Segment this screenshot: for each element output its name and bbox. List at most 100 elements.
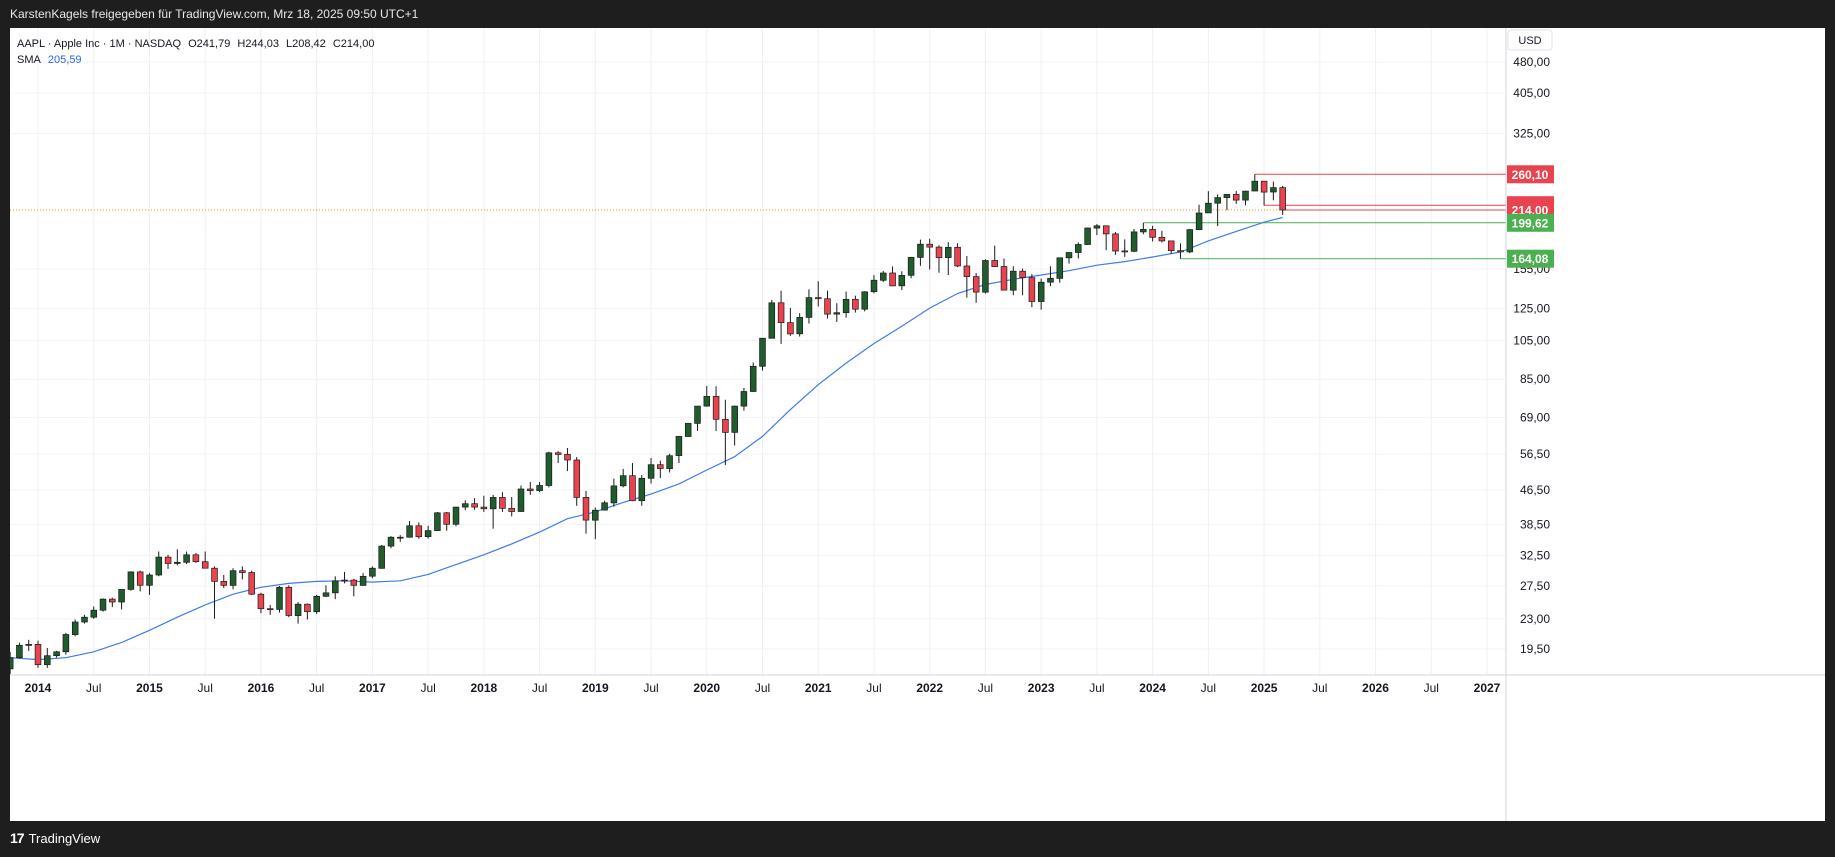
candle [146, 573, 153, 595]
candle [787, 307, 794, 336]
y-tick-label: 19,50 [1520, 642, 1550, 656]
candle [954, 243, 961, 268]
candle-body [136, 571, 144, 586]
tradingview-logo-icon: 17 [10, 830, 25, 846]
y-tick-label: 46,50 [1520, 483, 1550, 497]
candle-body [1251, 180, 1259, 192]
candle [1047, 266, 1054, 287]
candle [1075, 242, 1082, 259]
candle-body [861, 291, 868, 310]
x-tick-label: Jul [198, 681, 213, 695]
candle-body [499, 497, 506, 509]
candle-body [248, 572, 255, 595]
candle-body [787, 322, 794, 335]
y-tick-label: 125,00 [1513, 302, 1550, 316]
candle-body [991, 260, 998, 267]
candle [1121, 239, 1129, 257]
candle [397, 535, 404, 542]
candle [972, 273, 980, 303]
candle-body [694, 405, 701, 424]
candle-body [146, 574, 153, 586]
candle-body [619, 475, 627, 487]
candle-body [1195, 212, 1203, 231]
candle [415, 522, 423, 539]
candle-body [118, 589, 125, 603]
candle [963, 256, 971, 298]
candle [815, 281, 822, 307]
candle-body [387, 536, 395, 547]
candle-body [192, 554, 200, 563]
chart-svg[interactable]: 2014 Jul 2015 Jul 2016 Jul 2017 Jul 2018 Jul 2019 J… [6, 28, 1825, 821]
candle [1158, 230, 1166, 243]
x-tick-label: Jul [643, 681, 658, 695]
candle-body [1158, 236, 1166, 242]
candle [1028, 274, 1036, 308]
candle-body [592, 509, 599, 521]
candle [424, 525, 432, 539]
candle [917, 239, 924, 266]
candle [982, 259, 989, 294]
candle [443, 511, 450, 531]
candle-body [174, 561, 181, 564]
legend-sma-label[interactable]: SMA [17, 54, 41, 66]
candle [749, 362, 757, 392]
chart-panel[interactable]: 2014 Jul 2015 Jul 2016 Jul 2017 Jul 2018 Jul 2019 J… [6, 28, 1825, 821]
currency-box [1507, 29, 1553, 51]
x-tick-label: 2023 [1028, 681, 1055, 695]
candle [276, 586, 283, 613]
candle-body [1010, 270, 1017, 291]
candle [1205, 191, 1212, 214]
candle [582, 490, 590, 534]
candle-body [545, 452, 553, 486]
candle [898, 271, 906, 291]
candle [777, 290, 785, 344]
candle [341, 571, 348, 584]
candle [880, 270, 887, 282]
x-tick-label: 2020 [693, 681, 720, 695]
candle-body [434, 512, 441, 531]
candle [666, 453, 673, 473]
candle-body [62, 634, 70, 653]
candle-body [777, 302, 785, 323]
candle [1065, 252, 1073, 264]
candle-body [805, 297, 813, 318]
candle [294, 602, 302, 624]
candle [573, 457, 581, 506]
candle-body [749, 365, 757, 392]
candle [833, 303, 841, 322]
candle-body [44, 655, 51, 666]
candle [1195, 204, 1203, 231]
candle-body [1112, 233, 1119, 252]
candle-body [294, 603, 302, 616]
candle-body [1028, 277, 1036, 302]
candle [220, 575, 228, 589]
candle [926, 238, 933, 270]
candle [1260, 180, 1268, 206]
candle-body [768, 302, 776, 339]
candle-body [1167, 240, 1175, 251]
tradingview-logo[interactable]: 17 TradingView [10, 830, 100, 846]
candle [907, 256, 915, 279]
candle-body [917, 243, 924, 258]
x-tick-label: Jul [1312, 681, 1327, 695]
candle-body [16, 644, 23, 659]
candle-body [712, 396, 720, 420]
candle-body [601, 502, 608, 511]
candle [239, 566, 246, 580]
candle [480, 495, 488, 512]
candle-body [889, 272, 896, 287]
legend-symbol[interactable]: AAPL · Apple Inc · 1M · NASDAQ [17, 38, 182, 50]
x-tick-label: Jul [755, 681, 770, 695]
candle [768, 299, 776, 339]
candle-body [1214, 197, 1221, 204]
candles [6, 174, 1286, 675]
candle-body [313, 595, 320, 613]
legend-low: L208,42 [286, 38, 326, 50]
candle [796, 313, 803, 337]
sma-line [10, 216, 1283, 661]
candle-body [517, 488, 525, 512]
candle-body [982, 260, 989, 293]
x-tick-label: Jul [978, 681, 993, 695]
candle-body [833, 312, 841, 315]
candle [1232, 190, 1240, 204]
